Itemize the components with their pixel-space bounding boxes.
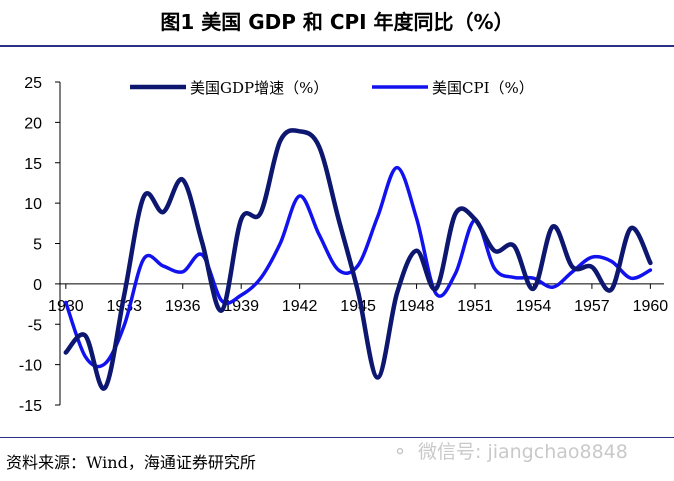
gdp-series-line xyxy=(63,128,653,391)
x-tick-label: 1942 xyxy=(282,298,318,315)
series-lines xyxy=(63,128,653,391)
x-tick-label: 1960 xyxy=(633,298,669,315)
x-tick-label: 1957 xyxy=(574,298,610,315)
watermark: ⚬ 微信号: jiangchao8848 xyxy=(392,437,628,464)
y-tick-label: -5 xyxy=(28,317,42,334)
x-tick-label: 1939 xyxy=(223,298,259,315)
wechat-icon: ⚬ xyxy=(392,441,408,463)
y-tick-label: -10 xyxy=(19,358,42,375)
y-tick-label: 15 xyxy=(24,156,42,173)
x-tick-label: 1954 xyxy=(516,298,552,315)
figure-title: 图1 美国 GDP 和 CPI 年度同比（%） xyxy=(160,10,514,34)
x-tick-label: 1936 xyxy=(165,298,201,315)
watermark-text: 微信号: jiangchao8848 xyxy=(418,441,628,463)
legend-label-gdp: 美国GDP增速（%） xyxy=(190,79,328,97)
x-tick-label: 1951 xyxy=(457,298,493,315)
y-tick-label: 20 xyxy=(24,115,42,132)
y-tick-label: 25 xyxy=(24,75,42,92)
x-tick-label: 1933 xyxy=(106,298,142,315)
chart-legend: 美国GDP增速（%） 美国CPI（%） xyxy=(130,79,534,97)
y-tick-label: 10 xyxy=(24,196,42,213)
y-tick-label: -15 xyxy=(19,398,42,415)
footer-divider xyxy=(0,437,674,438)
x-tick-label: 1948 xyxy=(399,298,435,315)
cpi-series-line xyxy=(64,165,653,369)
chart-axes xyxy=(59,82,664,405)
legend-label-cpi: 美国CPI（%） xyxy=(432,79,534,97)
source-note: 资料来源：Wind，海通证券研究所 xyxy=(6,453,256,472)
title-divider xyxy=(0,45,674,47)
y-tick-label: 5 xyxy=(33,237,42,254)
x-axis-ticks: 1930 1933 1936 1939 1942 1945 1948 1951 1954 1957… xyxy=(48,283,669,315)
x-tick-label: 1945 xyxy=(340,298,376,315)
y-tick-label: 0 xyxy=(33,277,42,294)
y-axis-ticks: -15 -10 -5 0 5 10 15 20 25 xyxy=(19,75,60,415)
